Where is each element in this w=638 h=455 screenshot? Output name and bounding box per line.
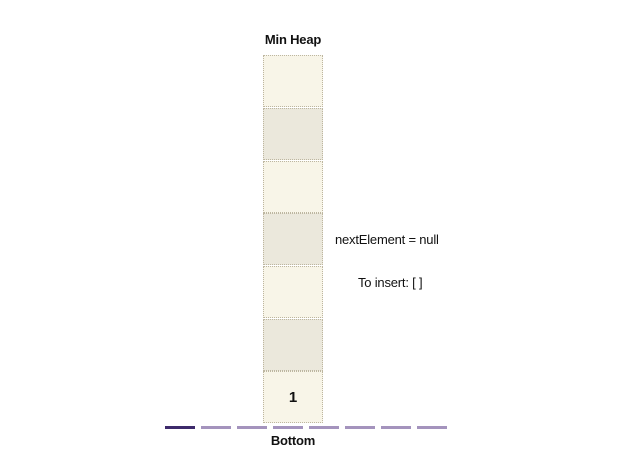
heap-cell: [263, 108, 323, 160]
heap-cell: [263, 55, 323, 107]
heap-bottom-label: Bottom: [270, 433, 316, 448]
heap-title: Min Heap: [264, 32, 322, 47]
heap-cell: [263, 319, 323, 371]
heap-stack: 1: [263, 55, 323, 424]
heap-cell: [263, 213, 323, 265]
pager-step[interactable]: [309, 426, 339, 429]
pager-step[interactable]: [201, 426, 231, 429]
heap-cell: [263, 161, 323, 213]
pager-step[interactable]: [345, 426, 375, 429]
pager-step[interactable]: [237, 426, 267, 429]
pager-step[interactable]: [381, 426, 411, 429]
heap-cell: [263, 266, 323, 318]
next-element-label: nextElement = null: [335, 232, 439, 247]
pager-step[interactable]: [165, 426, 195, 429]
pager-step[interactable]: [273, 426, 303, 429]
pager-step[interactable]: [417, 426, 447, 429]
to-insert-label: To insert: [ ]: [358, 275, 423, 290]
heap-cell: 1: [263, 371, 323, 423]
